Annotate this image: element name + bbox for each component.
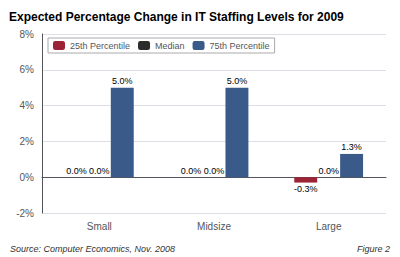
svg-text:Midsize: Midsize — [197, 221, 231, 232]
svg-text:0.0%: 0.0% — [318, 166, 339, 176]
svg-text:Source: Computer Economics, No: Source: Computer Economics, Nov. 2008 — [10, 244, 175, 254]
svg-text:Expected Percentage Change in: Expected Percentage Change in IT Staffin… — [9, 10, 344, 24]
svg-text:-0.3%: -0.3% — [294, 184, 318, 194]
svg-text:0.0%: 0.0% — [66, 166, 87, 176]
svg-text:2%: 2% — [20, 136, 35, 147]
svg-text:8%: 8% — [20, 29, 35, 40]
svg-text:0.0%: 0.0% — [204, 166, 225, 176]
svg-text:5.0%: 5.0% — [112, 76, 133, 86]
svg-text:Large: Large — [316, 221, 342, 232]
svg-text:0.0%: 0.0% — [181, 166, 202, 176]
svg-text:4%: 4% — [20, 100, 35, 111]
svg-text:-2%: -2% — [16, 208, 34, 219]
svg-text:25th Percentile: 25th Percentile — [70, 41, 130, 51]
svg-text:0.0%: 0.0% — [89, 166, 110, 176]
svg-text:75th Percentile: 75th Percentile — [210, 41, 270, 51]
svg-text:Figure 2: Figure 2 — [357, 244, 390, 254]
svg-text:5.0%: 5.0% — [227, 76, 248, 86]
svg-text:6%: 6% — [20, 64, 35, 75]
svg-text:Small: Small — [87, 221, 112, 232]
svg-text:Median: Median — [155, 41, 185, 51]
svg-text:0%: 0% — [20, 172, 35, 183]
svg-text:1.3%: 1.3% — [341, 142, 362, 152]
